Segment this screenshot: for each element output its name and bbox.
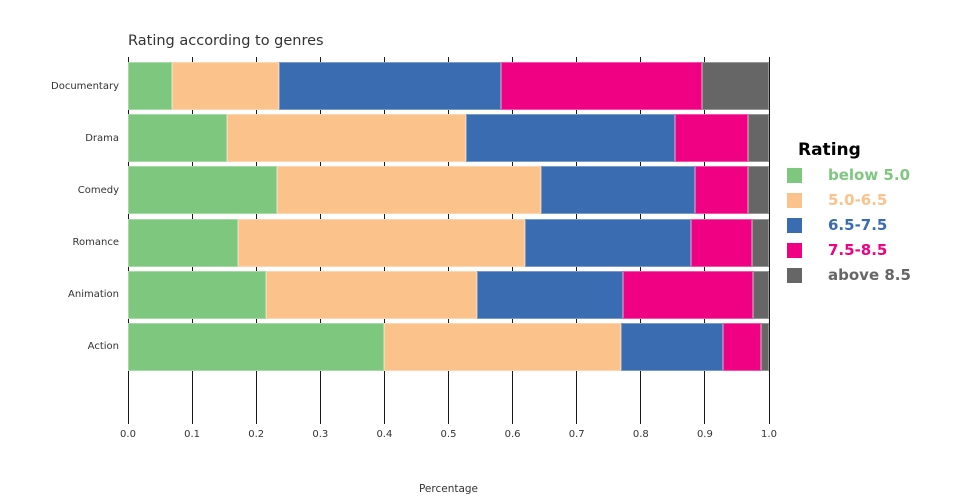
- bar-segment-animation-above-8.5: [752, 270, 769, 319]
- x-tick-label-0.6: 0.6: [504, 429, 521, 440]
- bar-segment-comedy-above-8.5: [747, 166, 769, 215]
- chart-title: Rating according to genres: [128, 33, 324, 49]
- bar-segment-romance-6.5-7.5: [524, 218, 691, 267]
- x-tick-label-0.1: 0.1: [184, 429, 201, 440]
- x-tick-label-0.2: 0.2: [248, 429, 265, 440]
- x-tick-label-0.5: 0.5: [440, 429, 457, 440]
- bar-segment-drama-6.5-7.5: [465, 114, 676, 163]
- bar-segment-romance-5.0-6.5: [237, 218, 525, 267]
- legend-swatch-icon: [787, 168, 802, 183]
- bar-segment-drama-below-5.0: [128, 114, 228, 163]
- bar-segment-documentary-7.5-8.5: [501, 62, 702, 110]
- bar-segment-drama-7.5-8.5: [675, 114, 748, 163]
- bar-segment-action-7.5-8.5: [723, 322, 762, 371]
- legend-item-below-5.0: below 5.0: [787, 168, 911, 183]
- gridline-1.0: [768, 57, 770, 424]
- x-tick-label-0.9: 0.9: [696, 429, 713, 440]
- bar-segment-action-above-8.5: [761, 322, 769, 371]
- bar-row-action: [128, 322, 769, 371]
- y-label-documentary: Documentary: [51, 80, 119, 92]
- bar-segment-comedy-7.5-8.5: [694, 166, 748, 215]
- bar-segment-documentary-5.0-6.5: [171, 62, 279, 110]
- legend-item-above-8.5: above 8.5: [787, 268, 911, 283]
- plot-area: [128, 57, 769, 376]
- bar-segment-drama-above-8.5: [747, 114, 769, 163]
- y-axis-labels: Documentary Drama Comedy Romance Animation Ac…: [0, 57, 119, 376]
- y-label-romance: Romance: [72, 237, 119, 249]
- legend-label: 6.5-7.5: [828, 216, 888, 234]
- bar-segment-documentary-below-5.0: [128, 62, 172, 110]
- bar-segment-comedy-5.0-6.5: [276, 166, 541, 215]
- bar-row-documentary: [128, 62, 769, 110]
- legend: Rating below 5.0 5.0-6.5 6.5-7.5 7.5-8.5 abo…: [787, 140, 911, 293]
- x-axis-title: Percentage: [418, 483, 479, 495]
- x-tick-label-0.4: 0.4: [376, 429, 393, 440]
- x-axis-tick-labels: 0.0 0.1 0.2 0.3 0.4 0.5 0.6 0.7 0.8 0.9 1.0: [120, 429, 777, 443]
- legend-items: below 5.0 5.0-6.5 6.5-7.5 7.5-8.5 above 8.5: [787, 168, 911, 283]
- legend-label: below 5.0: [828, 166, 911, 184]
- y-label-drama: Drama: [85, 132, 119, 144]
- bar-segment-documentary-6.5-7.5: [278, 62, 502, 110]
- x-tick-label-0.7: 0.7: [568, 429, 585, 440]
- legend-item-7.5-8.5: 7.5-8.5: [787, 243, 911, 258]
- legend-swatch-icon: [787, 193, 802, 208]
- x-tick-label-0.3: 0.3: [312, 429, 329, 440]
- bar-segment-action-6.5-7.5: [620, 322, 724, 371]
- bar-segment-animation-7.5-8.5: [623, 270, 753, 319]
- bar-row-animation: [128, 270, 769, 319]
- bar-segment-romance-below-5.0: [128, 218, 238, 267]
- bar-segment-romance-7.5-8.5: [690, 218, 753, 267]
- bar-segment-comedy-below-5.0: [128, 166, 277, 215]
- legend-swatch-icon: [787, 268, 802, 283]
- x-tick-label-1.0: 1.0: [761, 429, 777, 440]
- legend-title: Rating: [798, 140, 861, 160]
- bar-segment-action-below-5.0: [128, 322, 384, 371]
- legend-label: above 8.5: [828, 266, 911, 284]
- bar-segment-documentary-above-8.5: [701, 62, 769, 110]
- legend-swatch-icon: [787, 243, 802, 258]
- bar-segment-romance-above-8.5: [752, 218, 769, 267]
- bar-segment-drama-5.0-6.5: [227, 114, 466, 163]
- y-label-comedy: Comedy: [77, 184, 119, 196]
- legend-item-6.5-7.5: 6.5-7.5: [787, 218, 911, 233]
- legend-swatch-icon: [787, 218, 802, 233]
- bar-row-comedy: [128, 166, 769, 215]
- bar-row-drama: [128, 114, 769, 163]
- legend-label: 5.0-6.5: [828, 191, 888, 209]
- bar-segment-animation-below-5.0: [128, 270, 266, 319]
- y-label-action: Action: [87, 341, 119, 353]
- x-tick-label-0.0: 0.0: [120, 429, 136, 440]
- y-label-animation: Animation: [68, 289, 119, 301]
- bar-segment-animation-5.0-6.5: [265, 270, 477, 319]
- legend-label: 7.5-8.5: [828, 241, 888, 259]
- bar-segment-comedy-6.5-7.5: [540, 166, 695, 215]
- bar-row-romance: [128, 218, 769, 267]
- legend-item-5.0-6.5: 5.0-6.5: [787, 193, 911, 208]
- x-tick-label-0.8: 0.8: [632, 429, 649, 440]
- bar-segment-animation-6.5-7.5: [476, 270, 624, 319]
- bar-segment-action-5.0-6.5: [383, 322, 621, 371]
